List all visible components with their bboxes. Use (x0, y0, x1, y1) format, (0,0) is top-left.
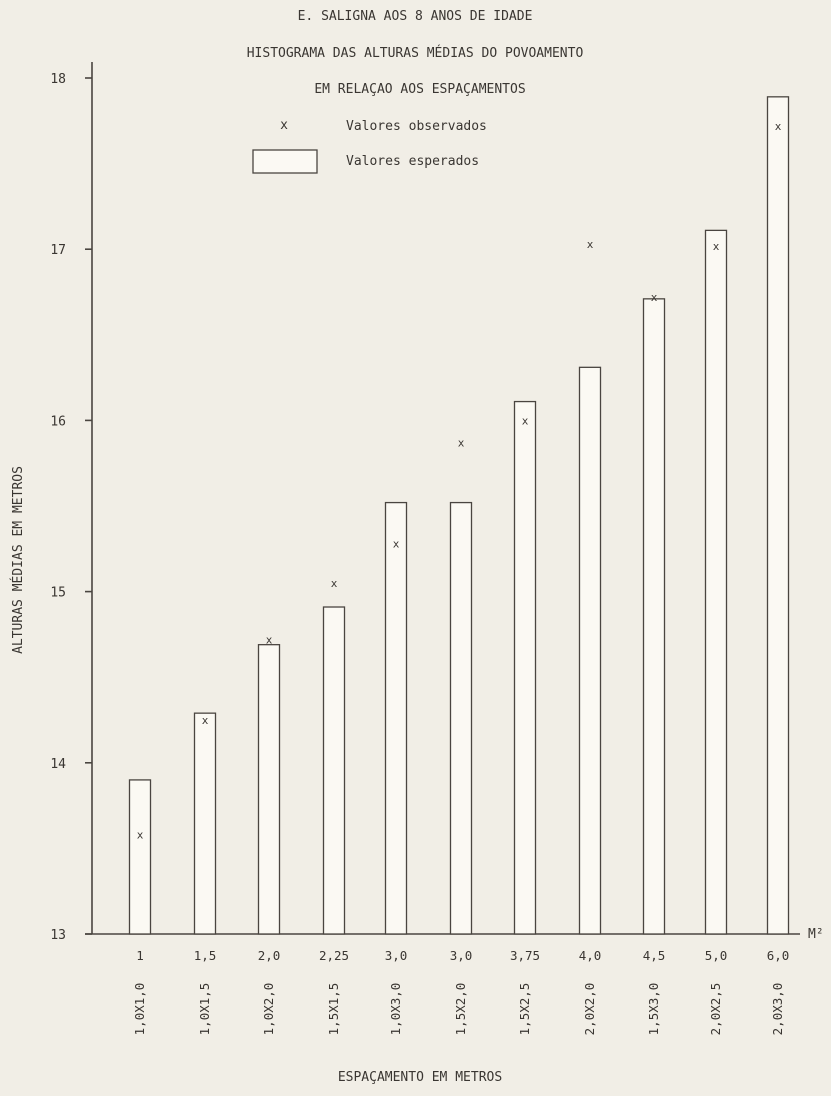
area-tick-label: 3,75 (510, 948, 540, 963)
legend-observed-marker: x (280, 118, 288, 133)
area-tick-label: 4,5 (643, 948, 666, 963)
observed-marker: x (522, 414, 529, 427)
expected-bar (128, 779, 152, 935)
y-tick-label: 13 (50, 928, 66, 943)
expected-bar (449, 501, 473, 935)
spacing-tick-label: 1,5X1,5 (326, 983, 341, 1036)
area-tick-label: 3,0 (385, 948, 408, 963)
expected-bar (513, 400, 537, 935)
expected-bar (704, 229, 728, 935)
expected-bar (642, 298, 666, 935)
spacing-tick-label: 1,0X2,0 (261, 983, 276, 1036)
spacing-tick-label: 2,0X3,0 (770, 983, 785, 1036)
observed-marker: x (266, 634, 273, 647)
x-axis-title: ESPAÇAMENTO EM METROS (338, 1070, 502, 1085)
legend-observed-label: Valores observados (346, 119, 487, 134)
observed-marker: x (651, 291, 658, 304)
legend-expected-box (252, 149, 318, 174)
chart-title-line-2: HISTOGRAMA DAS ALTURAS MÉDIAS DO POVOAME… (247, 45, 584, 61)
y-tick-label: 16 (50, 414, 66, 429)
spacing-tick-label: 1,5X2,5 (517, 983, 532, 1036)
y-tick-label: 18 (50, 72, 66, 87)
observed-marker: x (713, 240, 720, 253)
area-tick-label: 1,5 (194, 948, 217, 963)
observed-marker: x (458, 437, 465, 450)
area-tick-label: 2,25 (319, 948, 349, 963)
y-axis-title: ALTURAS MÉDIAS EM METROS (10, 466, 26, 654)
expected-bar (384, 501, 408, 935)
y-tick-label: 17 (50, 243, 66, 258)
spacing-tick-label: 1,0X3,0 (388, 983, 403, 1036)
y-tick-label: 15 (50, 586, 66, 601)
area-tick-label: 1 (136, 948, 144, 963)
area-tick-label: 3,0 (450, 948, 473, 963)
observed-marker: x (331, 577, 338, 590)
expected-bar (766, 96, 790, 935)
spacing-tick-label: 1,0X1,0 (132, 983, 147, 1036)
observed-marker: x (393, 538, 400, 551)
y-tick-label: 14 (50, 757, 66, 772)
chart-title-line-3: EM RELAÇAO AOS ESPAÇAMENTOS (314, 82, 525, 97)
spacing-tick-label: 1,5X3,0 (646, 983, 661, 1036)
area-tick-label: 6,0 (767, 948, 790, 963)
area-tick-label: 5,0 (705, 948, 728, 963)
spacing-tick-label: 1,0X1,5 (197, 983, 212, 1036)
area-tick-label: 4,0 (579, 948, 602, 963)
x-unit-label: M² (808, 927, 824, 942)
area-tick-label: 2,0 (258, 948, 281, 963)
observed-marker: x (587, 238, 594, 251)
expected-bar (322, 606, 346, 935)
observed-marker: x (137, 829, 144, 842)
expected-bar (257, 644, 281, 935)
spacing-tick-label: 1,5X2,0 (453, 983, 468, 1036)
expected-bar (578, 366, 602, 935)
legend-expected-label: Valores esperados (346, 154, 479, 169)
spacing-tick-label: 2,0X2,5 (708, 983, 723, 1036)
expected-bar (193, 712, 217, 935)
observed-marker: x (202, 714, 209, 727)
spacing-tick-label: 2,0X2,0 (582, 983, 597, 1036)
chart-title-line-1: E. SALIGNA AOS 8 ANOS DE IDADE (298, 9, 533, 24)
observed-marker: x (775, 120, 782, 133)
